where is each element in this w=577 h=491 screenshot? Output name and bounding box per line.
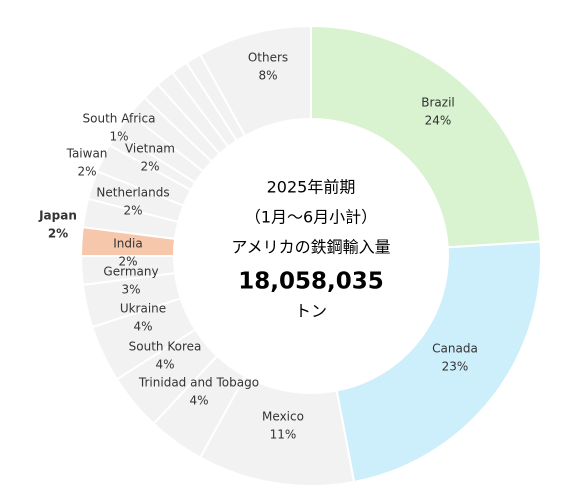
slice-value-label: 23% [442, 360, 469, 374]
center-text: トン [295, 302, 327, 321]
slice-label: Brazil [421, 96, 455, 110]
slice [335, 240, 542, 484]
slice [310, 24, 542, 249]
slice-label: Others [248, 51, 288, 65]
center-text: 2025年前期 [267, 178, 356, 197]
center-text: 18,058,035 [238, 269, 384, 295]
slice-value-label: 3% [121, 283, 140, 297]
slice-value-label: 2% [77, 165, 96, 179]
slice-value-label: 4% [189, 394, 208, 408]
slice-value-label: 4% [155, 358, 174, 372]
slice-value-label: 2% [123, 204, 142, 218]
slice-label: Canada [432, 342, 478, 356]
slice-label: Vietnam [125, 142, 175, 156]
slice-label: Netherlands [96, 186, 169, 200]
slice-value-label: 1% [109, 130, 128, 144]
slice-value-label: 2% [118, 255, 137, 269]
slice-label: Japan [38, 209, 77, 223]
slice-value-label: 11% [270, 428, 297, 442]
slice-label: Ukraine [120, 302, 166, 316]
slice-label: Germany [103, 265, 158, 279]
slice-label: South Korea [129, 340, 202, 354]
slice-label: Taiwan [66, 147, 108, 161]
slice-label: India [113, 237, 142, 251]
slice-label: Trinidad and Tobago [138, 376, 259, 390]
slice-value-label: 4% [133, 320, 152, 334]
slice [198, 24, 312, 138]
slice-value-label: 2% [140, 160, 159, 174]
slice-label: Mexico [262, 410, 304, 424]
center-text: （1月～6月小計） [245, 208, 377, 227]
slice-label: South Africa [83, 112, 156, 126]
slice-value-label: 8% [258, 69, 277, 83]
center-text: アメリカの鉄鋼輸入量 [231, 238, 390, 257]
slice-value-label: 2% [48, 227, 68, 241]
slice-value-label: 24% [425, 114, 452, 128]
